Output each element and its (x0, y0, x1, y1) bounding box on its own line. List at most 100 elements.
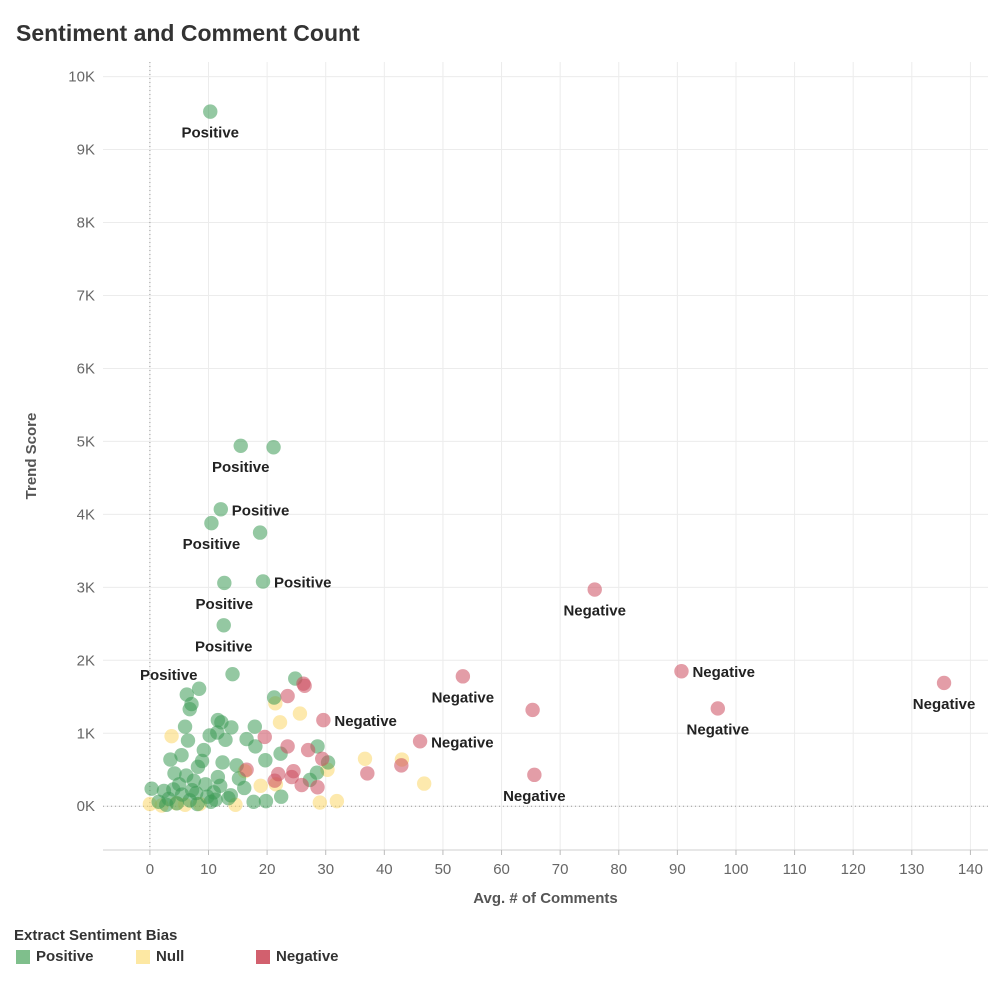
legend-title: Extract Sentiment Bias (14, 927, 178, 944)
legend-item-null[interactable]: Null (136, 948, 184, 965)
data-point-negative (674, 664, 689, 679)
data-point-negative (936, 675, 952, 691)
x-tick-label: 130 (899, 861, 924, 878)
data-point-positive (177, 719, 193, 734)
data-point-positive (233, 438, 248, 453)
data-point-positive (258, 753, 273, 768)
legend-label-null: Null (156, 948, 185, 965)
data-point-positive (169, 796, 185, 811)
point-annotation: Negative (431, 734, 494, 751)
data-point-positive (188, 785, 204, 801)
data-point-positive (217, 575, 232, 591)
data-point-positive (255, 574, 271, 589)
point-annotation: Negative (913, 696, 976, 713)
point-annotation: Negative (563, 603, 626, 620)
data-point-negative (284, 769, 299, 785)
data-point-positive (163, 752, 178, 767)
x-tick-label: 120 (841, 861, 866, 878)
legend-item-positive[interactable]: Positive (16, 948, 94, 965)
x-tick-label: 140 (958, 861, 983, 878)
data-point-positive (213, 778, 228, 793)
data-point-null (357, 751, 373, 766)
data-point-positive (191, 681, 207, 696)
data-point-negative (257, 729, 272, 745)
y-tick-label: 10K (68, 69, 95, 86)
x-tick-label: 0 (146, 861, 154, 878)
data-point-positive (218, 732, 233, 748)
data-point-negative (314, 751, 330, 766)
data-point-null (292, 706, 308, 721)
point-annotation: Positive (274, 574, 332, 591)
y-tick-label: 1K (77, 725, 95, 742)
legend-swatch-null (136, 949, 150, 964)
data-point-negative (316, 712, 331, 728)
data-point-null (164, 728, 179, 744)
data-point-positive (223, 788, 238, 803)
legend-swatch-negative (256, 949, 270, 964)
data-point-positive (203, 104, 218, 119)
data-point-positive (225, 666, 240, 682)
data-point-negative (267, 773, 282, 788)
data-point-positive (202, 728, 217, 743)
data-point-positive (204, 515, 219, 531)
data-point-positive (182, 701, 197, 717)
data-point-negative (412, 734, 428, 749)
y-tick-label: 4K (77, 506, 95, 523)
x-tick-label: 80 (610, 861, 627, 878)
legend-label-negative: Negative (276, 948, 339, 965)
point-annotation: Negative (334, 713, 397, 730)
x-tick-label: 90 (669, 861, 686, 878)
data-point-negative (525, 702, 540, 718)
y-tick-label: 3K (77, 579, 95, 596)
point-annotation: Negative (503, 788, 566, 805)
data-point-positive (247, 719, 262, 734)
data-point-positive (215, 755, 230, 770)
y-axis-title: Trend Score (23, 413, 40, 500)
point-annotation: Positive (196, 596, 254, 613)
data-point-positive (216, 618, 231, 633)
point-annotation: Positive (195, 638, 253, 655)
x-tick-label: 70 (552, 861, 569, 878)
legend: Extract Sentiment Bias Positive Null Neg… (14, 927, 339, 970)
data-point-positive (196, 742, 212, 758)
legend-item-negative[interactable]: Negative (256, 948, 339, 965)
data-point-positive (258, 793, 274, 809)
y-tick-label: 8K (77, 215, 95, 232)
data-point-positive (167, 766, 182, 781)
data-point-positive (309, 765, 325, 780)
y-tick-label: 0K (77, 798, 95, 815)
y-tick-label: 7K (77, 287, 95, 304)
x-tick-label: 50 (435, 861, 452, 878)
data-point-positive (180, 733, 196, 748)
data-point-negative (280, 688, 295, 704)
x-tick-label: 10 (200, 861, 217, 878)
x-tick-label: 100 (723, 861, 748, 878)
data-point-positive (213, 502, 229, 517)
data-point-positive (252, 525, 268, 540)
data-point-positive (144, 781, 159, 796)
data-point-positive (179, 768, 194, 783)
data-point-positive (190, 796, 205, 812)
data-point-positive (194, 753, 210, 769)
scatter-chart: 0 10 20 30 40 50 60 70 80 90 100 110 120 130 140 0K 1K 2K… (23, 62, 988, 907)
data-point-negative (527, 767, 542, 783)
data-point-null (329, 793, 345, 809)
point-annotation: Positive (181, 125, 239, 142)
data-point-negative (710, 701, 726, 716)
point-annotation: Negative (432, 689, 495, 706)
data-point-positive (203, 794, 219, 810)
point-annotation: Positive (212, 459, 270, 476)
data-point-null (312, 795, 328, 810)
data-point-positive (166, 782, 181, 797)
data-point-negative (455, 669, 471, 684)
data-point-positive (266, 690, 282, 705)
y-tick-label: 5K (77, 433, 95, 450)
point-annotation: Positive (232, 502, 290, 519)
x-tick-label: 30 (317, 861, 334, 878)
data-point-null (272, 715, 288, 730)
x-tick-label: 20 (259, 861, 276, 878)
data-point-negative (360, 766, 375, 781)
data-point-null (253, 778, 268, 793)
data-point-positive (248, 739, 263, 754)
chart-title: Sentiment and Comment Count (16, 20, 360, 46)
